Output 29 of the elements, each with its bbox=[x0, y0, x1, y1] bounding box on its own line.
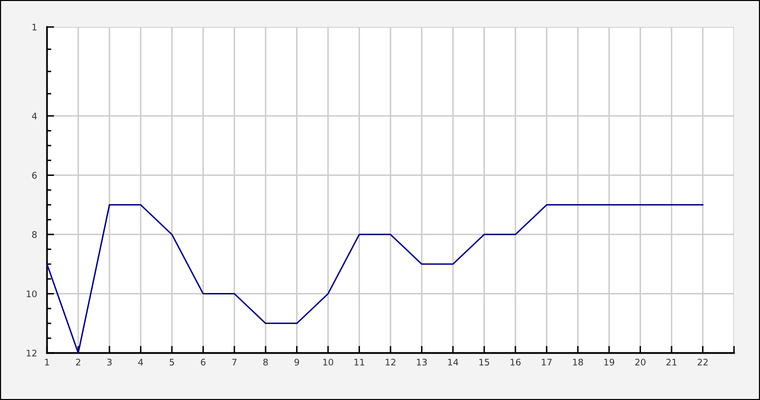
y-tick-label: 12 bbox=[26, 350, 36, 356]
x-tick-label: 10 bbox=[323, 358, 334, 366]
x-tick-label: 9 bbox=[294, 358, 300, 366]
x-tick-label: 16 bbox=[510, 358, 521, 366]
x-tick-label: 14 bbox=[448, 358, 458, 366]
x-tick-label: 12 bbox=[386, 358, 396, 366]
y-tick-label: 6 bbox=[32, 172, 37, 179]
x-tick-label: 18 bbox=[573, 358, 583, 366]
x-tick-label: 17 bbox=[542, 358, 552, 366]
x-tick-label: 1 bbox=[45, 358, 50, 366]
x-tick-label: 21 bbox=[666, 358, 676, 366]
x-tick-label: 4 bbox=[138, 358, 144, 366]
x-tick-label: 11 bbox=[354, 358, 364, 366]
x-tick-label: 3 bbox=[107, 358, 112, 366]
x-tick-label: 20 bbox=[635, 358, 646, 366]
x-tick-label: 6 bbox=[200, 358, 206, 366]
y-tick-label: 10 bbox=[26, 290, 37, 298]
x-tick-label: 13 bbox=[416, 358, 427, 366]
y-tick-label: 1 bbox=[32, 24, 36, 30]
line-series bbox=[47, 204, 704, 353]
x-tick-label: 15 bbox=[479, 358, 490, 366]
x-tick-label: 2 bbox=[76, 358, 80, 366]
x-tick-label: 19 bbox=[604, 358, 614, 366]
y-tick-label: 8 bbox=[32, 231, 37, 238]
y-tick-label: 4 bbox=[32, 112, 37, 120]
x-tick-label: 8 bbox=[263, 358, 268, 366]
x-tick-label: 22 bbox=[698, 358, 708, 366]
x-tick-label: 5 bbox=[170, 358, 174, 366]
x-tick-label: 7 bbox=[232, 358, 236, 366]
